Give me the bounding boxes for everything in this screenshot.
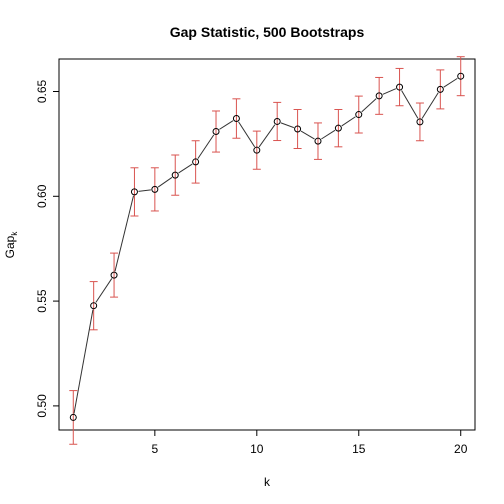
data-point: [273, 117, 281, 125]
series-line-segment: [73, 309, 94, 414]
y-tick-label: 0.55: [35, 289, 49, 313]
y-axis-label-main: Gap: [3, 235, 17, 258]
error-bar: [375, 76, 384, 115]
series-line-segment: [280, 122, 295, 129]
data-point: [69, 413, 77, 421]
error-bar: [456, 56, 465, 97]
x-tick-label: 10: [250, 442, 264, 456]
series-line-segment: [157, 177, 173, 188]
error-bar: [436, 69, 445, 110]
x-tick-label: 20: [454, 442, 468, 456]
data-point: [151, 185, 159, 193]
series-line-segment: [114, 195, 134, 272]
data-point: [436, 85, 444, 93]
y-tick-label: 0.60: [35, 184, 49, 208]
series-line-segment: [95, 278, 113, 303]
series-line-segment: [197, 134, 215, 159]
error-bar: [354, 95, 363, 134]
series-line-segment: [258, 124, 276, 148]
data-point: [334, 124, 342, 132]
series-line-segment: [401, 90, 419, 119]
series-line-segment: [443, 77, 458, 88]
error-bar: [110, 252, 119, 298]
data-point: [294, 125, 302, 133]
data-point: [457, 72, 465, 80]
plot-frame: [58, 58, 476, 431]
data-point: [110, 271, 118, 279]
chart-title: Gap Statistic, 500 Bootstraps: [170, 24, 365, 40]
y-axis-label: Gapk: [3, 231, 19, 259]
data-point: [130, 188, 138, 196]
y-tick-label: 0.65: [35, 79, 49, 103]
data-point: [192, 158, 200, 166]
error-bar: [69, 390, 78, 445]
error-bar: [334, 109, 343, 148]
data-point: [396, 83, 404, 91]
error-bar: [212, 110, 221, 153]
x-tick-label: 15: [352, 442, 366, 456]
error-bar: [273, 101, 282, 142]
series-line-segment: [421, 92, 439, 119]
error-bar: [415, 102, 424, 142]
error-bar: [89, 281, 98, 331]
series-line-group: [73, 77, 458, 414]
error-bar: [191, 140, 200, 184]
data-point: [355, 111, 363, 119]
error-bar: [395, 67, 404, 107]
data-point: [416, 118, 424, 126]
x-axis-label: k: [264, 475, 271, 489]
series-line-segment: [238, 121, 256, 148]
y-axis: 0.50 0.55 0.60 0.65: [35, 79, 59, 418]
error-bar: [130, 167, 139, 217]
series-line-segment: [138, 189, 151, 192]
error-bar: [293, 109, 302, 150]
data-point: [375, 92, 383, 100]
series-line-segment: [219, 120, 234, 130]
data-point: [314, 137, 322, 145]
y-tick-label: 0.50: [35, 394, 49, 418]
series-line-segment: [321, 129, 336, 140]
data-point: [232, 115, 240, 123]
x-tick-label: 5: [151, 442, 158, 456]
error-bars: [69, 56, 465, 445]
data-points: [69, 72, 465, 421]
y-axis-label-subscript: k: [10, 231, 19, 236]
series-line-segment: [178, 163, 193, 174]
series-line-segment: [341, 116, 356, 127]
series-line-segment: [382, 88, 397, 95]
data-point: [253, 146, 261, 154]
x-axis: 5 10 15 20: [151, 430, 468, 456]
error-bar: [171, 154, 180, 196]
data-point: [171, 171, 179, 179]
data-point: [90, 302, 98, 310]
data-point: [212, 128, 220, 136]
error-bar: [232, 98, 241, 139]
error-bar: [150, 167, 159, 212]
series-line-segment: [300, 130, 315, 140]
series-line-segment: [361, 98, 377, 113]
error-bar: [252, 130, 261, 170]
error-bar: [313, 122, 322, 160]
